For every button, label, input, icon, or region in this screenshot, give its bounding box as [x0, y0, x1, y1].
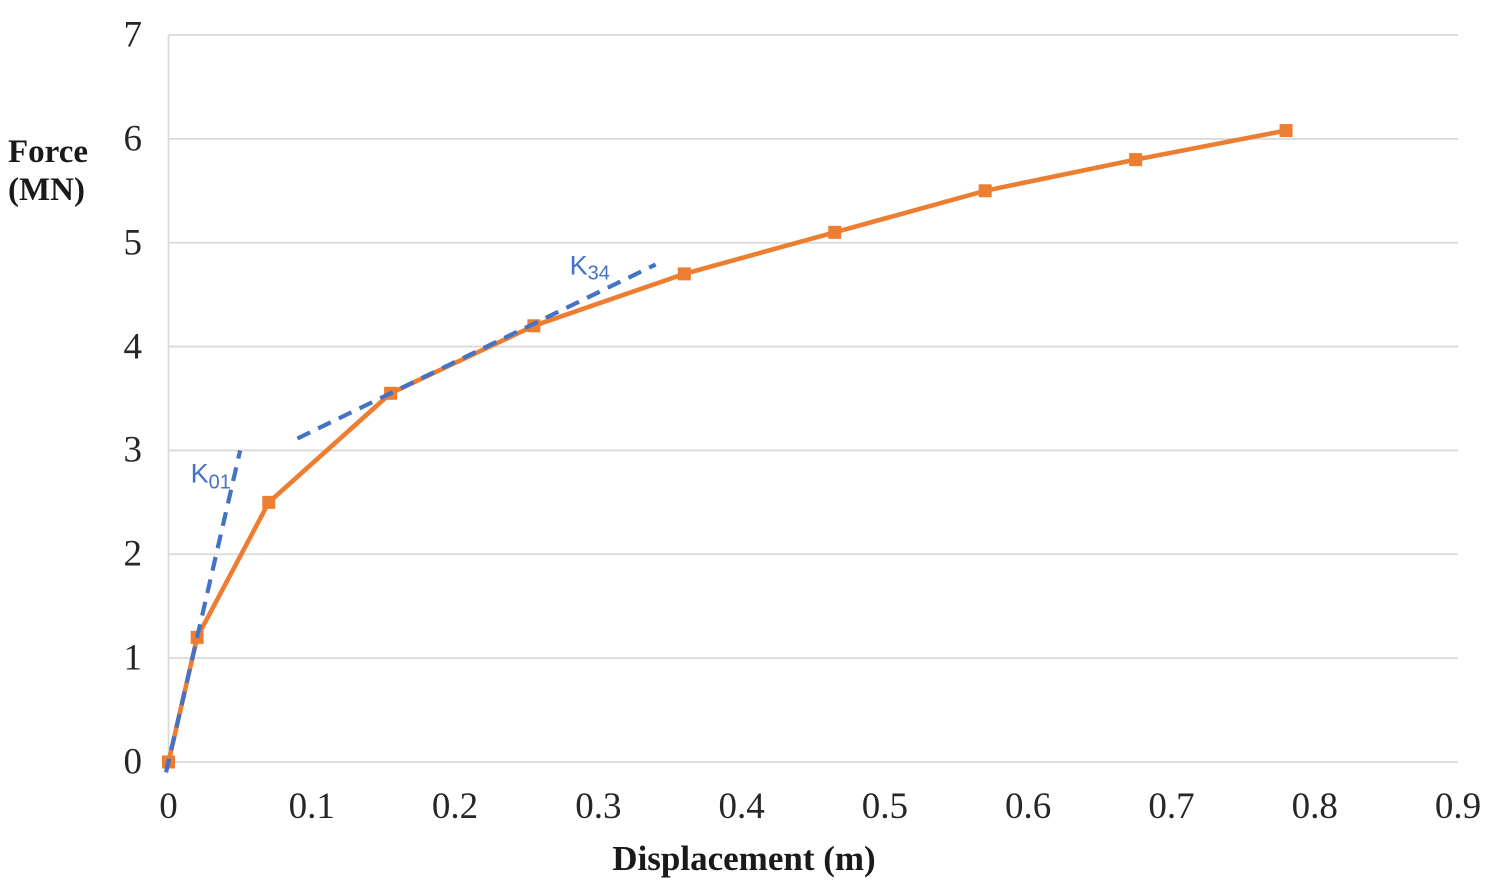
y-tick-label: 3 — [123, 429, 143, 471]
y-tick-label: 2 — [123, 533, 143, 575]
k01-dashed-line — [164, 449, 243, 773]
k34-dashed-line — [296, 262, 657, 441]
y-tick-label: 1 — [123, 637, 143, 679]
stiffness-dashed-lines — [164, 262, 657, 773]
x-tick-label: 0.2 — [431, 786, 479, 827]
data-point-marker — [1279, 124, 1293, 138]
x-tick-label: 0 — [159, 786, 178, 827]
gridlines — [168, 34, 1458, 763]
data-point-marker — [978, 184, 992, 198]
k01-label-main: K — [190, 458, 209, 489]
y-tick-label: 7 — [123, 14, 143, 56]
x-axis-title: Displacement (m) — [612, 839, 876, 878]
data-point-marker — [262, 495, 276, 509]
y-axis-title-line2: (MN) — [8, 172, 85, 208]
y-tick-label: 4 — [123, 326, 143, 368]
x-tick-label: 0.4 — [718, 786, 765, 827]
data-point-marker — [828, 225, 842, 239]
data-point-marker — [677, 267, 691, 281]
k34-label-subscript: 34 — [587, 262, 610, 285]
data-point-marker — [1129, 153, 1143, 167]
k01-label: K01 — [190, 458, 231, 492]
k01-label-subscript: 01 — [208, 471, 231, 494]
y-tick-label: 6 — [123, 118, 143, 160]
x-tick-label: 0.6 — [1005, 786, 1052, 827]
x-tick-label: 0.8 — [1291, 786, 1338, 827]
x-tick-label: 0.5 — [861, 786, 908, 827]
y-tick-label: 5 — [123, 222, 143, 264]
data-series — [162, 124, 1293, 769]
k34-label-main: K — [569, 250, 588, 281]
y-axis-title: Force (MN) — [8, 133, 88, 209]
x-tick-label: 0.7 — [1148, 786, 1195, 827]
y-axis-title-line1: Force — [8, 134, 89, 170]
x-tick-label: 0.3 — [575, 786, 622, 827]
x-tick-label: 0.9 — [1434, 786, 1482, 827]
x-tick-label: 0.1 — [288, 786, 335, 827]
k34-label: K34 — [569, 250, 610, 284]
y-tick-label: 0 — [123, 741, 143, 783]
force-displacement-line — [166, 128, 1289, 765]
